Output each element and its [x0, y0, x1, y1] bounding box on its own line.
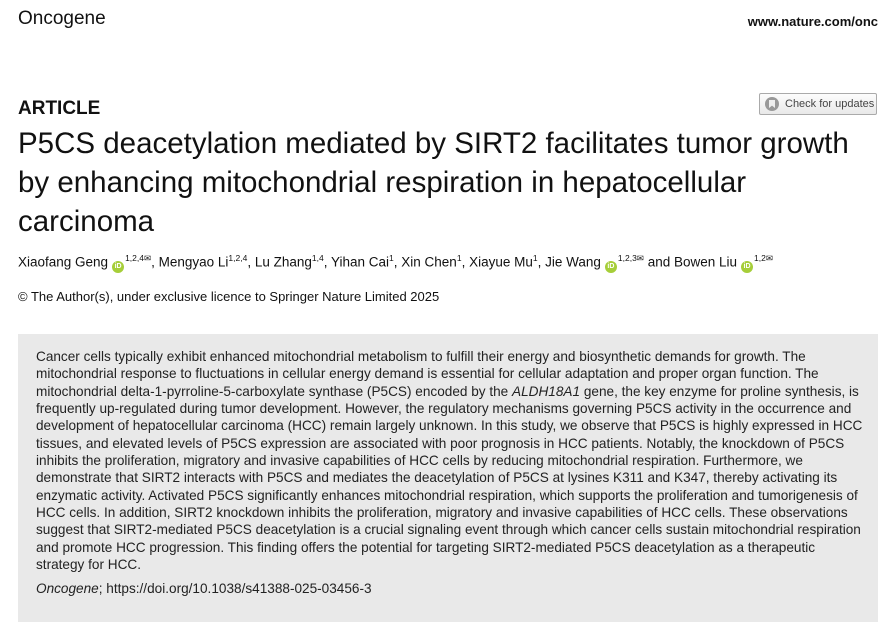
- citation-journal: Oncogene: [36, 581, 99, 597]
- affiliation-numbers: 1: [389, 253, 394, 263]
- article-type: ARTICLE: [18, 98, 101, 119]
- affiliation-numbers: 1,2✉: [754, 253, 773, 263]
- author-name[interactable]: Xiayue Mu: [469, 254, 533, 270]
- author-name[interactable]: Lu Zhang: [254, 254, 312, 270]
- journal-name: Oncogene: [18, 8, 106, 29]
- copyright: © The Author(s), under exclusive licence…: [18, 289, 440, 304]
- gene-name: ALDH18A1: [512, 383, 581, 399]
- author-list: Xiaofang Geng iD1,2,4✉, Mengyao Li1,2,4, …: [18, 253, 773, 273]
- affiliation-numbers: 1,2,4: [228, 253, 248, 263]
- author-name[interactable]: Mengyao Li: [158, 254, 229, 270]
- doi-link[interactable]: ; https://doi.org/10.1038/s41388-025-034…: [98, 581, 372, 597]
- author-name[interactable]: Yihan Cai: [330, 254, 390, 270]
- abstract-text: gene, the key enzyme for proline synthes…: [36, 383, 863, 573]
- affiliation-numbers: 1,2,4✉: [125, 253, 152, 263]
- check-for-updates-button[interactable]: Check for updates: [759, 93, 877, 115]
- affiliation-numbers: 1: [456, 253, 462, 263]
- author-name[interactable]: Xin Chen: [401, 254, 457, 270]
- author-name[interactable]: Bowen Liu: [673, 254, 738, 270]
- article-title: P5CS deacetylation mediated by SIRT2 fac…: [18, 127, 849, 238]
- affiliation-numbers: 1,4: [311, 253, 324, 263]
- author-name[interactable]: Jie Wang: [545, 254, 601, 270]
- citation: Oncogene; https://doi.org/10.1038/s41388…: [36, 581, 864, 596]
- abstract-text: Cancer cells typically exhibit enhanced …: [36, 349, 819, 399]
- check-updates-label: Check for updates: [785, 98, 875, 110]
- orcid-icon[interactable]: iD: [741, 260, 754, 273]
- affiliation-numbers: 1: [532, 253, 538, 263]
- author-name[interactable]: Xiaofang Geng: [18, 254, 109, 270]
- affiliation-numbers: 1,2,3✉: [617, 253, 644, 263]
- orcid-icon[interactable]: iD: [112, 260, 125, 273]
- abstract-box: Cancer cells typically exhibit enhanced …: [18, 334, 878, 622]
- orcid-icon[interactable]: iD: [604, 260, 617, 273]
- abstract: Cancer cells typically exhibit enhanced …: [36, 348, 864, 573]
- journal-url[interactable]: www.nature.com/onc: [747, 14, 878, 29]
- bookmark-icon: [765, 97, 779, 111]
